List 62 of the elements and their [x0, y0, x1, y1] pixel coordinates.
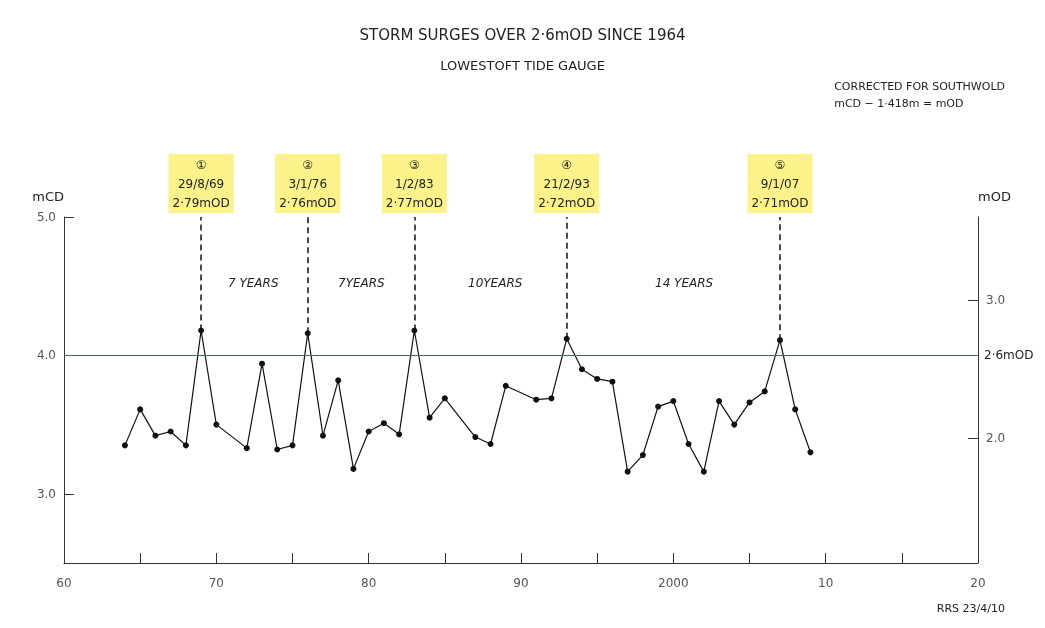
ref-line-label: 2·6mOD — [984, 348, 1034, 363]
y-axis-title: mCD — [32, 189, 64, 204]
text: RRS 23/4/10 — [936, 602, 1005, 615]
point — [502, 382, 509, 389]
data-label: ⑤ 9/1/07 2·71mOD — [751, 157, 809, 210]
x-tick-label: 60 — [56, 576, 72, 590]
point — [685, 440, 692, 447]
point — [350, 465, 357, 472]
y2-axis-title: mOD — [978, 189, 1011, 204]
x-tick-label: 2000 — [658, 576, 689, 590]
point — [731, 421, 738, 428]
point — [761, 388, 768, 395]
text: CORRECTED FOR SOUTHWOLD mCD − 1·418m = mOD — [834, 80, 1006, 110]
point — [167, 428, 174, 435]
point — [441, 395, 448, 402]
point — [487, 440, 494, 447]
chart-subtitle: LOWESTOFT TIDE GAUGE — [440, 58, 605, 73]
data-label: ④ 21/2/93 2·72mOD — [538, 157, 596, 210]
chart-title: STORM SURGES OVER 2·6mOD SINCE 1964 — [359, 25, 686, 44]
point — [624, 468, 631, 475]
point — [319, 432, 326, 439]
point — [243, 445, 250, 452]
point — [472, 434, 479, 441]
point — [609, 378, 616, 385]
point — [792, 406, 799, 413]
y-tick-label: 5.0 — [36, 210, 56, 224]
point — [716, 398, 723, 405]
point — [213, 421, 220, 428]
y-tick-label: 3.0 — [36, 486, 56, 501]
point — [746, 399, 753, 406]
point — [152, 432, 159, 439]
y2-tick-label: 2.0 — [986, 431, 1006, 446]
annotation: 14 YEARS — [655, 275, 714, 290]
y-tick-label: 4.0 — [36, 348, 56, 363]
point — [137, 406, 144, 413]
x-tick-label: 70 — [208, 576, 224, 590]
x-tick-label: 10 — [818, 576, 834, 590]
x-tick-label: 90 — [513, 576, 529, 590]
point — [670, 398, 677, 405]
point — [594, 375, 601, 382]
data-label: ② 3/1/76 2·76mOD — [279, 157, 337, 210]
y2-tick-label: 3.0 — [986, 293, 1006, 308]
point — [655, 403, 662, 410]
annotation: 7YEARS — [338, 275, 386, 290]
point — [121, 442, 128, 449]
annotation: 10YEARS — [468, 275, 523, 290]
point — [426, 414, 433, 421]
point — [639, 452, 646, 459]
point — [396, 431, 403, 438]
point — [700, 468, 707, 475]
point — [259, 360, 266, 367]
point — [335, 377, 342, 384]
point — [578, 366, 585, 373]
point — [533, 396, 540, 403]
x-tick-label: 20 — [970, 576, 986, 590]
data-label: ① 29/8/69 2·79mOD — [172, 157, 230, 210]
point — [182, 442, 189, 449]
data-label: ③ 1/2/83 2·77mOD — [385, 157, 443, 210]
annotation: 7 YEARS — [228, 275, 279, 290]
point — [807, 449, 814, 456]
point — [380, 420, 387, 427]
x-tick-label: 80 — [361, 576, 377, 590]
